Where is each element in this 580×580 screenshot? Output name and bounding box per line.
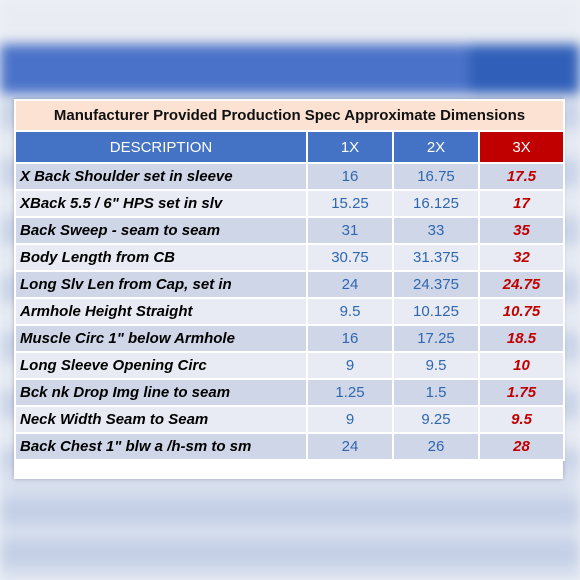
value-2x: 24.375 [392,270,480,299]
row-description: Back Chest 1" blw a /h-sm to sm [14,432,308,461]
table-row: Muscle Circ 1" below Armhole 16 17.25 18.5 [14,324,566,353]
value-3x: 10 [477,351,566,380]
value-1x: 16 [306,162,394,191]
value-2x: 31.375 [392,243,480,272]
table-row: Long Sleeve Opening Circ 9 9.5 10 [14,351,566,380]
value-1x: 16 [306,324,394,353]
table-row: Back Chest 1" blw a /h-sm to sm 24 26 28 [14,432,566,461]
value-3x: 17.5 [477,162,566,191]
row-description: X Back Shoulder set in sleeve [14,162,308,191]
blurred-top-band [0,0,580,38]
value-2x: 10.125 [392,297,480,326]
value-1x: 9 [306,405,394,434]
row-description: Body Length from CB [14,243,308,272]
value-1x: 30.75 [306,243,394,272]
value-1x: 9.5 [306,297,394,326]
value-3x: 17 [477,189,566,218]
row-description: Long Slv Len from Cap, set in [14,270,308,299]
value-2x: 26 [392,432,480,461]
value-3x: 32 [477,243,566,272]
header-2x: 2X [392,130,480,164]
table-row: Bck nk Drop Img line to seam 1.25 1.5 1.75 [14,378,566,407]
value-1x: 31 [306,216,394,245]
table-title: Manufacturer Provided Production Spec Ap… [13,99,566,132]
row-description: Long Sleeve Opening Circ [14,351,308,380]
table-row: Armhole Height Straight 9.5 10.125 10.75 [14,297,566,326]
value-2x: 9.25 [392,405,480,434]
table-row: Long Slv Len from Cap, set in 24 24.375 24.… [14,270,566,299]
value-1x: 1.25 [306,378,394,407]
value-3x: 24.75 [477,270,566,299]
value-2x: 17.25 [392,324,480,353]
value-1x: 9 [306,351,394,380]
table-row: XBack 5.5 / 6" HPS set in slv 15.25 16.125… [14,189,566,218]
value-2x: 33 [392,216,480,245]
value-3x: 1.75 [477,378,566,407]
table-row: X Back Shoulder set in sleeve 16 16.75 17.5 [14,162,566,191]
value-3x: 28 [477,432,566,461]
row-description: Neck Width Seam to Seam [14,405,308,434]
table-row: Body Length from CB 30.75 31.375 32 [14,243,566,272]
header-description: DESCRIPTION [14,130,308,164]
blurred-footer [0,470,580,580]
spec-table: Manufacturer Provided Production Spec Ap… [13,99,566,461]
row-description: Armhole Height Straight [14,297,308,326]
row-description: Bck nk Drop Img line to seam [14,378,308,407]
row-description: Muscle Circ 1" below Armhole [14,324,308,353]
row-description: Back Sweep - seam to seam [14,216,308,245]
header-1x: 1X [306,130,394,164]
value-3x: 9.5 [477,405,566,434]
value-1x: 15.25 [306,189,394,218]
value-3x: 35 [477,216,566,245]
value-3x: 18.5 [477,324,566,353]
spec-table-card: Manufacturer Provided Production Spec Ap… [13,99,566,479]
value-2x: 1.5 [392,378,480,407]
table-row: Neck Width Seam to Seam 9 9.25 9.5 [14,405,566,434]
value-3x: 10.75 [477,297,566,326]
blurred-header-band [0,44,580,94]
value-1x: 24 [306,432,394,461]
value-2x: 16.125 [392,189,480,218]
value-2x: 16.75 [392,162,480,191]
header-3x: 3X [477,130,566,164]
value-2x: 9.5 [392,351,480,380]
row-description: XBack 5.5 / 6" HPS set in slv [14,189,308,218]
table-row: Back Sweep - seam to seam 31 33 35 [14,216,566,245]
value-1x: 24 [306,270,394,299]
